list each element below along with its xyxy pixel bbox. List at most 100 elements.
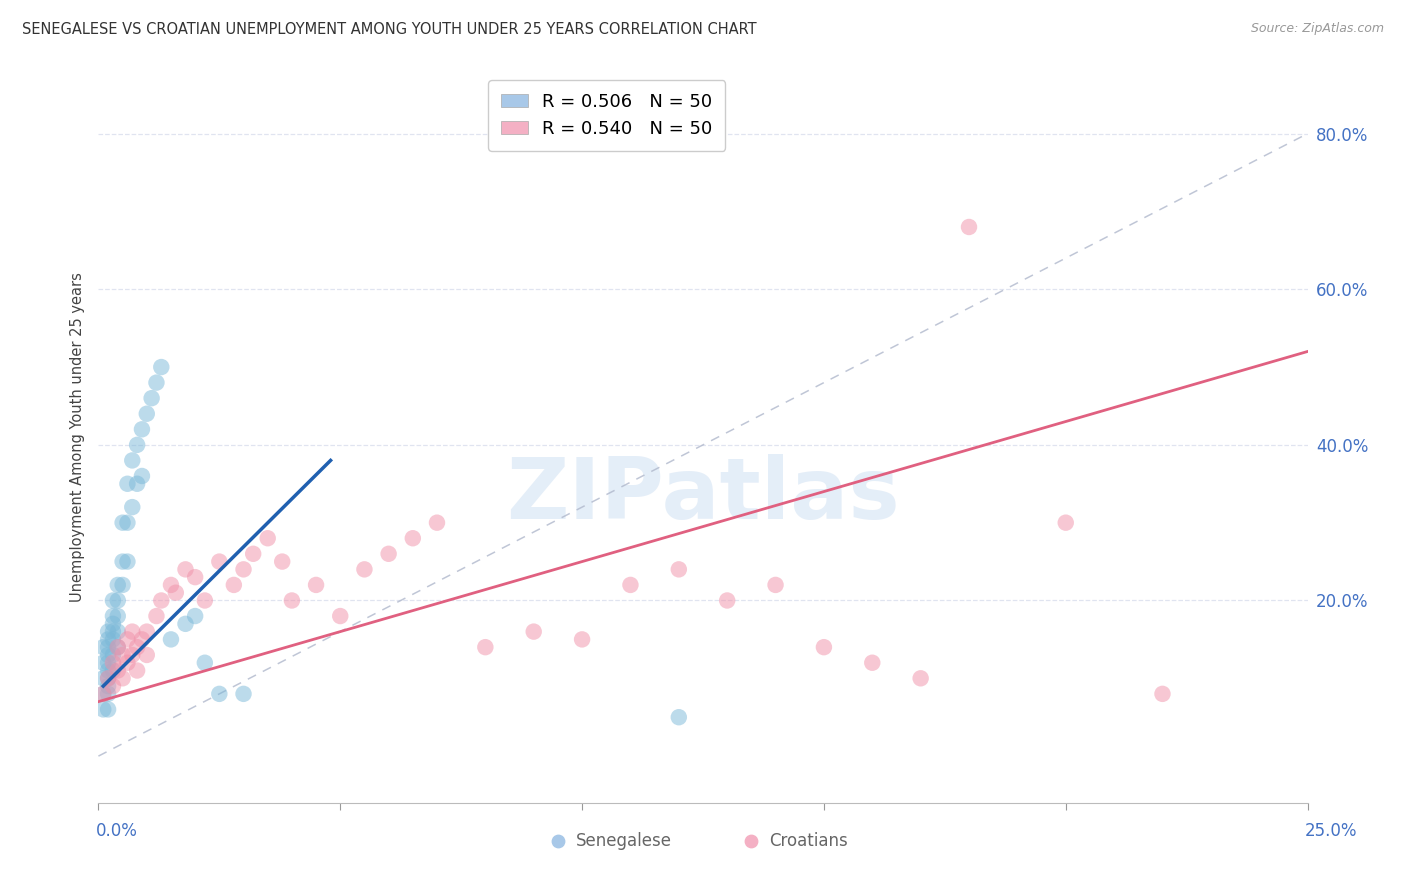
Point xyxy=(107,624,129,639)
Point xyxy=(256,531,278,545)
Point xyxy=(145,609,167,624)
Point xyxy=(281,593,304,607)
Point xyxy=(474,640,496,655)
Legend: R = 0.506   N = 50, R = 0.540   N = 50: R = 0.506 N = 50, R = 0.540 N = 50 xyxy=(488,80,725,151)
Point xyxy=(232,562,254,576)
Point xyxy=(107,640,129,655)
Point xyxy=(184,609,207,624)
Y-axis label: Unemployment Among Youth under 25 years: Unemployment Among Youth under 25 years xyxy=(69,272,84,602)
Point xyxy=(353,562,375,576)
Point xyxy=(957,219,980,234)
Point xyxy=(174,562,197,576)
Point xyxy=(97,624,120,639)
Point xyxy=(97,702,120,716)
Point xyxy=(1054,516,1077,530)
Point xyxy=(135,624,157,639)
Point xyxy=(121,624,143,639)
Point xyxy=(111,578,134,592)
Text: ZIPatlas: ZIPatlas xyxy=(506,454,900,537)
Point xyxy=(131,469,153,483)
Point xyxy=(117,632,139,647)
Point xyxy=(165,585,187,599)
Point xyxy=(91,687,114,701)
Point xyxy=(101,648,124,662)
Point xyxy=(135,407,157,421)
Text: 25.0%: 25.0% xyxy=(1305,822,1357,840)
Point xyxy=(305,578,328,592)
Point xyxy=(111,648,134,662)
Point xyxy=(150,359,173,374)
Point xyxy=(271,555,294,569)
Point xyxy=(97,671,120,685)
Point xyxy=(1152,687,1174,701)
Point xyxy=(101,656,124,670)
Point xyxy=(402,531,425,545)
Point xyxy=(127,476,149,491)
Point xyxy=(101,679,124,693)
Point xyxy=(91,656,114,670)
Point xyxy=(111,671,134,685)
Point xyxy=(194,593,217,607)
Point xyxy=(208,687,231,701)
Point xyxy=(127,664,149,678)
Point xyxy=(91,687,114,701)
Point xyxy=(222,578,245,592)
Point xyxy=(91,640,114,655)
Point xyxy=(107,640,129,655)
Point xyxy=(101,616,124,631)
Point xyxy=(150,593,173,607)
Point xyxy=(184,570,207,584)
Point xyxy=(571,632,593,647)
Point xyxy=(111,555,134,569)
Point xyxy=(111,516,134,530)
Point xyxy=(97,656,120,670)
Point xyxy=(101,664,124,678)
Point xyxy=(101,624,124,639)
Point xyxy=(131,422,153,436)
Point xyxy=(329,609,352,624)
Point xyxy=(91,702,114,716)
Point xyxy=(131,632,153,647)
Point xyxy=(208,555,231,569)
Point xyxy=(716,593,738,607)
Point xyxy=(127,438,149,452)
Text: 0.0%: 0.0% xyxy=(96,822,138,840)
Point xyxy=(619,578,641,592)
Point xyxy=(160,632,183,647)
Point xyxy=(668,562,690,576)
Point xyxy=(242,547,264,561)
Point xyxy=(121,453,143,467)
Point xyxy=(160,578,183,592)
Text: Senegalese: Senegalese xyxy=(576,832,672,850)
Point xyxy=(194,656,217,670)
Point xyxy=(523,624,546,639)
Point xyxy=(107,664,129,678)
Point xyxy=(121,648,143,662)
Point xyxy=(765,578,787,592)
Point xyxy=(107,593,129,607)
Text: Source: ZipAtlas.com: Source: ZipAtlas.com xyxy=(1250,22,1384,36)
Point xyxy=(426,516,449,530)
Point xyxy=(910,671,932,685)
Point xyxy=(377,547,399,561)
Text: SENEGALESE VS CROATIAN UNEMPLOYMENT AMONG YOUTH UNDER 25 YEARS CORRELATION CHART: SENEGALESE VS CROATIAN UNEMPLOYMENT AMON… xyxy=(22,22,756,37)
Point xyxy=(860,656,883,670)
Point xyxy=(127,640,149,655)
Point xyxy=(232,687,254,701)
Point xyxy=(107,609,129,624)
Point xyxy=(91,671,114,685)
Point xyxy=(145,376,167,390)
Point xyxy=(107,578,129,592)
Point xyxy=(97,632,120,647)
Point xyxy=(97,679,120,693)
Point xyxy=(121,500,143,515)
Point xyxy=(135,648,157,662)
Point xyxy=(117,656,139,670)
Point xyxy=(101,632,124,647)
Point xyxy=(117,516,139,530)
Point xyxy=(813,640,835,655)
Text: Croatians: Croatians xyxy=(769,832,848,850)
Point xyxy=(97,640,120,655)
Point xyxy=(97,687,120,701)
Point xyxy=(101,609,124,624)
